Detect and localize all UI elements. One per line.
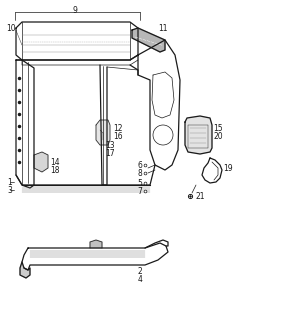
Text: 19: 19	[223, 164, 233, 172]
Text: 7: 7	[138, 187, 142, 196]
Polygon shape	[90, 240, 102, 248]
Text: 8: 8	[138, 169, 142, 178]
Text: 11: 11	[158, 23, 168, 33]
Polygon shape	[185, 116, 212, 154]
Text: 5: 5	[138, 179, 142, 188]
Text: 20: 20	[213, 132, 223, 140]
Text: 10: 10	[6, 23, 16, 33]
Polygon shape	[20, 262, 30, 278]
Text: 1: 1	[8, 178, 13, 187]
Text: 12: 12	[113, 124, 123, 132]
Text: 21: 21	[195, 191, 205, 201]
Text: 3: 3	[7, 186, 13, 195]
Text: 13: 13	[105, 140, 115, 149]
Text: 18: 18	[50, 165, 60, 174]
Text: 6: 6	[138, 161, 142, 170]
Text: 15: 15	[213, 124, 223, 132]
Text: 2: 2	[138, 268, 142, 276]
Text: 9: 9	[72, 5, 77, 14]
Text: 16: 16	[113, 132, 123, 140]
Polygon shape	[96, 120, 110, 145]
Polygon shape	[34, 152, 48, 172]
Text: 14: 14	[50, 157, 60, 166]
Text: 4: 4	[138, 276, 142, 284]
Polygon shape	[132, 28, 165, 52]
Text: 17: 17	[105, 148, 115, 157]
